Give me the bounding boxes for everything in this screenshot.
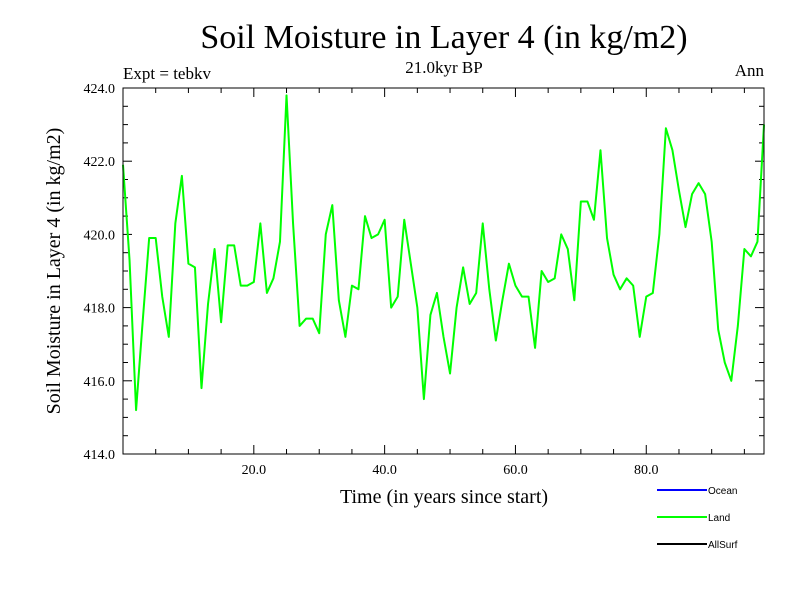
x-tick-label: 80.0 (634, 463, 659, 478)
y-tick-label: 414.0 (84, 448, 116, 463)
legend-label-ocean: Ocean (708, 486, 737, 497)
legend: Ocean Land AllSurf (657, 486, 738, 551)
y-tick-label: 424.0 (84, 82, 116, 97)
series-group (122, 94, 765, 412)
legend-label-allsurf: AllSurf (708, 540, 738, 551)
plot-frame (122, 87, 765, 455)
y-tick-label: 418.0 (84, 302, 116, 317)
chart-subtitle: 21.0kyr BP (405, 58, 482, 77)
y-tick-label: 422.0 (84, 155, 116, 170)
x-tick-label: 60.0 (503, 463, 528, 478)
chart-title: Soil Moisture in Layer 4 (in kg/m2) (200, 19, 687, 56)
experiment-label: Expt = tebkv (123, 64, 211, 83)
y-tick-label: 416.0 (84, 375, 116, 390)
tick-labels: 414.0 416.0 418.0 420.0 422.0 424.0 20.0 40.0 60… (84, 82, 659, 478)
x-tick-label: 20.0 (242, 463, 267, 478)
x-tick-label: 40.0 (372, 463, 397, 478)
x-axis-label: Time (in years since start) (340, 486, 548, 508)
legend-label-land: Land (708, 513, 730, 524)
season-label: Ann (735, 61, 765, 80)
axis-ticks (123, 87, 764, 455)
y-tick-label: 420.0 (84, 228, 116, 243)
series-line-land (122, 94, 765, 412)
y-axis-label: Soil Moisture in Layer 4 (in kg/m2) (43, 128, 65, 415)
